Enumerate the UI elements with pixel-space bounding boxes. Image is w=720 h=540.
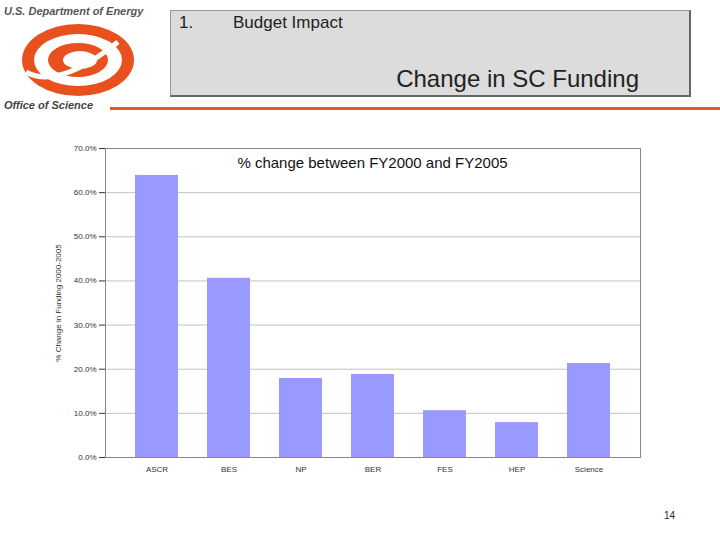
svg-text:30.0%: 30.0%	[74, 321, 97, 330]
svg-text:0.0%: 0.0%	[78, 453, 96, 462]
svg-text:60.0%: 60.0%	[74, 188, 97, 197]
html-text:Budget Impact: Budget Impact	[233, 13, 343, 32]
svg-text:HEP: HEP	[509, 465, 525, 474]
svg-text:% Change in Funding 2000-2005: % Change in Funding 2000-2005	[54, 244, 63, 362]
svg-text:10.0%: 10.0%	[74, 409, 97, 418]
html-text:U.S. Department of Energy: U.S. Department of Energy	[4, 5, 144, 17]
html-text:% change between FY2000 and FY: % change between FY2000 and FY2005	[237, 154, 508, 171]
svg-text:BER: BER	[365, 465, 382, 474]
svg-text:ASCR: ASCR	[146, 465, 168, 474]
svg-text:NP: NP	[295, 465, 306, 474]
svg-text:FES: FES	[437, 465, 453, 474]
html-text:Change in SC Funding: Change in SC Funding	[396, 65, 639, 92]
svg-text:BES: BES	[221, 465, 237, 474]
svg-text:20.0%: 20.0%	[74, 365, 97, 374]
html-text:1.: 1.	[179, 13, 194, 32]
svg-text:40.0%: 40.0%	[74, 276, 97, 285]
svg-text:50.0%: 50.0%	[74, 232, 97, 241]
svg-text:70.0%: 70.0%	[74, 144, 97, 153]
html-text:14: 14	[664, 510, 676, 521]
svg-text:Science: Science	[575, 465, 604, 474]
html-text:Office of Science: Office of Science	[4, 99, 94, 111]
